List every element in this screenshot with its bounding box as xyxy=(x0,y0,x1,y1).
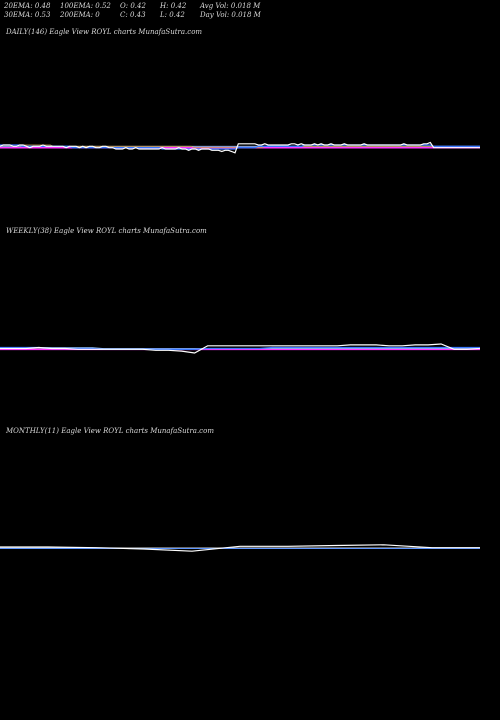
daily-chart-title: DAILY(146) Eagle View ROYL charts Munafa… xyxy=(6,28,203,36)
daily-chart xyxy=(0,141,480,154)
price-line-2 xyxy=(0,544,480,552)
open-value: O: 0.42 xyxy=(120,2,146,10)
ema20-value: 20EMA: 0.48 xyxy=(4,2,51,10)
ema-line-1-1 xyxy=(0,346,480,350)
ema30-value: 30EMA: 0.53 xyxy=(4,11,51,19)
price-line-0 xyxy=(0,141,480,154)
ema100-value: 100EMA: 0.52 xyxy=(60,2,111,10)
avg-vol-value: Avg Vol: 0.018 M xyxy=(200,2,261,10)
close-value: C: 0.43 xyxy=(120,11,146,19)
low-value: L: 0.42 xyxy=(160,11,185,19)
ema200-value: 200EMA: 0 xyxy=(60,11,100,19)
weekly-chart xyxy=(0,343,481,354)
high-value: H: 0.42 xyxy=(160,2,187,10)
weekly-chart-title: WEEKLY(38) Eagle View ROYL charts Munafa… xyxy=(6,227,207,235)
monthly-chart xyxy=(0,544,480,552)
indicator-header: 20EMA: 0.48 100EMA: 0.52 O: 0.42 H: 0.42… xyxy=(0,0,500,24)
day-vol-value: Day Vol: 0.018 M xyxy=(200,11,261,19)
monthly-chart-title: MONTHLY(11) Eagle View ROYL charts Munaf… xyxy=(6,427,214,435)
price-line-1 xyxy=(0,343,481,354)
